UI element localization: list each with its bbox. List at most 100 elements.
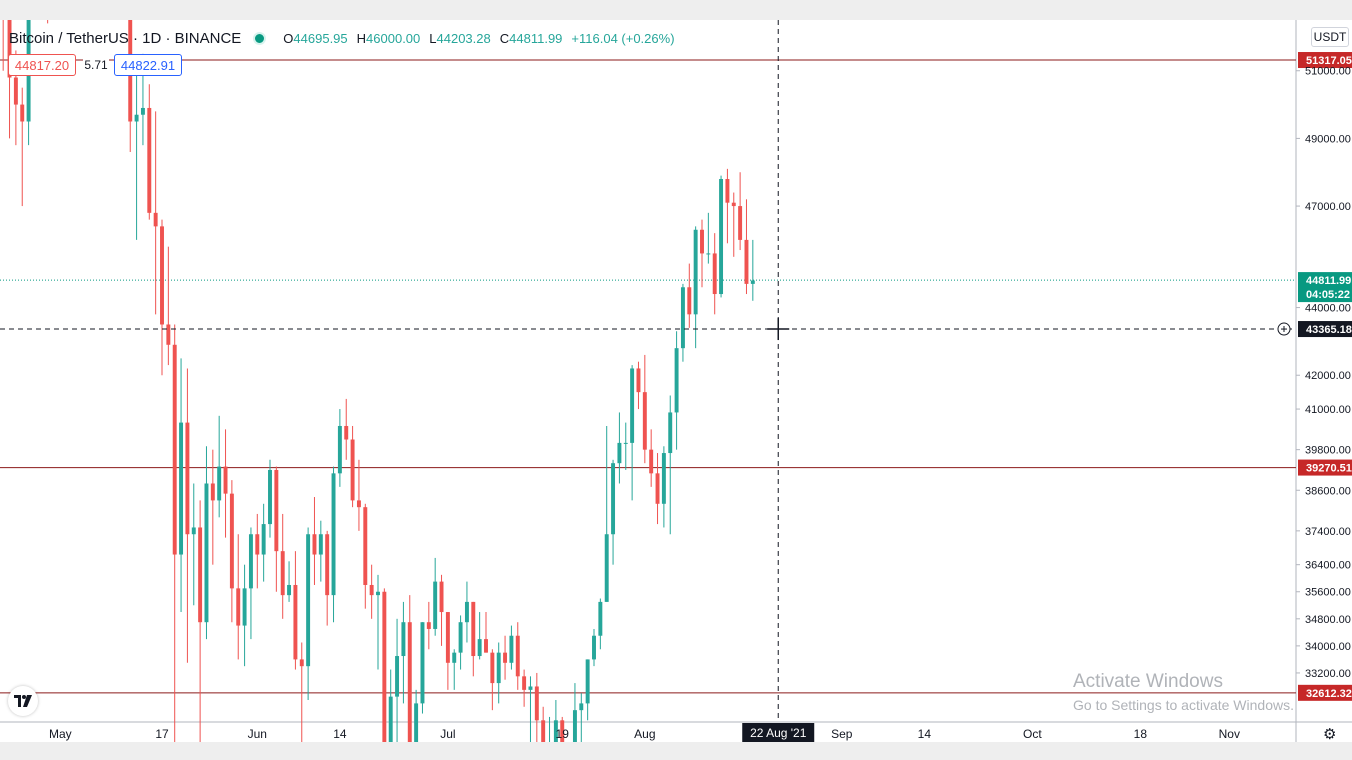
candle-body [395,656,400,697]
price-tick-label: 41000.00 [1305,404,1351,416]
top-bar [0,0,1352,20]
crosshair: 43365.18 22 Aug '21 [0,20,1352,742]
candlestick-chart[interactable]: 51317.05 39270.51 32612.32 44811.99 04:05:22… [0,20,1352,742]
close-label: C [499,30,510,46]
candle-body [509,635,514,663]
symbol-title[interactable]: Bitcoin / TetherUS · 1D · BINANCE [9,29,242,47]
candle-body [604,534,609,602]
candle-body [223,466,228,494]
candle-body [306,534,311,667]
candle [630,365,635,501]
candle-body [553,720,558,742]
candle [649,429,654,487]
candle [668,395,673,535]
candle [706,212,711,264]
candle-body [147,107,152,213]
candle-body [515,635,520,677]
candle [712,233,717,315]
candle [299,642,304,742]
tradingview-logo-icon[interactable] [8,686,38,716]
candle [153,111,158,315]
candle-body [731,202,736,207]
candle [471,601,476,677]
candle [312,497,317,585]
candle-body [7,20,12,78]
candle [229,480,234,623]
market-status-dot [253,31,267,45]
candle-body [248,534,253,589]
candle [464,581,469,643]
candle [318,520,323,582]
candle [242,564,247,667]
candle [147,84,152,220]
price-tick-label: 42000.00 [1305,370,1351,382]
candle [439,574,444,646]
bottom-bar [0,742,1352,760]
candle-body [382,591,387,742]
high-value: 46000.00 [366,30,421,46]
candle-body [344,425,349,440]
currency-button[interactable]: USDT [1311,27,1349,47]
candle-body [363,507,368,585]
candle-body [350,439,355,501]
candle [204,446,209,640]
countdown-label: 04:05:22 [1306,289,1350,301]
candle [344,398,349,460]
time-tick-label: 19 [556,727,570,741]
candle-body [179,422,184,555]
candle-body [687,287,692,315]
candle-body [414,703,419,742]
candle-body [572,710,577,742]
candle-body [293,584,298,660]
candle-body [369,584,374,596]
candle-body [337,425,342,474]
candle-body [712,253,717,295]
candle [604,425,609,602]
candle [325,530,330,626]
candle-body [630,368,635,443]
candle-body [255,534,260,555]
price-tick-label: 39800.00 [1305,445,1351,457]
candle [287,561,292,602]
candle [293,551,298,670]
last-price-label: 44811.99 [1306,275,1351,287]
candle [274,466,279,592]
candle [407,595,412,742]
candle-body [464,601,469,623]
watermark-subtitle: Go to Settings to activate Windows. [1073,697,1294,713]
price-level-tag [1298,684,1352,701]
candle-body [611,463,616,535]
candle [452,649,457,690]
candle-body [623,442,628,444]
candle-body [522,676,527,690]
horizontal-levels: 51317.05 39270.51 32612.32 44811.99 04:05:22 [0,52,1352,701]
candle [719,175,724,298]
candle [248,527,253,640]
spread-value: 5.71 [83,54,109,76]
activation-watermark: Activate Windows Go to Settings to activ… [1073,671,1294,713]
candle [680,283,685,362]
sell-button[interactable]: 44817.20 [8,54,76,76]
candle-body [674,348,679,413]
price-level-label: 32612.32 [1306,688,1352,700]
price-tick-label: 35600.00 [1305,587,1351,599]
candle-body [477,639,482,657]
settings-gear-icon[interactable]: ⚙ [1323,726,1337,743]
candle [369,564,374,619]
candle-body [261,524,266,555]
time-tick-label: 18 [1134,727,1148,741]
candle [738,172,743,251]
candle-body [210,483,215,501]
buy-button[interactable]: 44822.91 [114,54,182,76]
candle-body [229,493,234,589]
candle [458,615,463,670]
candle [534,672,539,742]
price-tick-label: 47000.00 [1305,201,1351,213]
candle-body [528,686,533,690]
candle-body [725,179,730,203]
candle [744,199,749,295]
candle [731,192,736,257]
price-tick-label: 33200.00 [1305,668,1351,680]
candle-body [636,368,641,393]
candle [674,331,679,450]
